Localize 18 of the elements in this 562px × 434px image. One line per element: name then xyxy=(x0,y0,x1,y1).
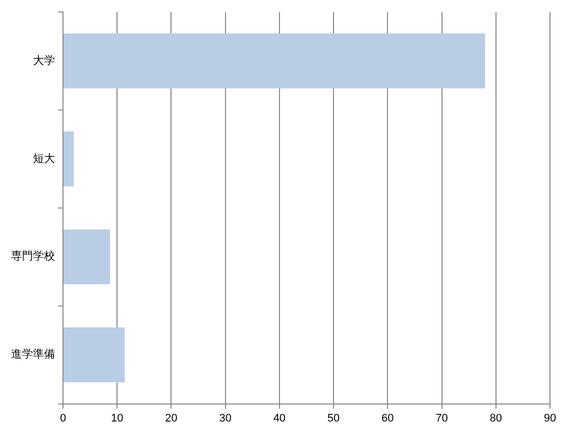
x-tick-label: 20 xyxy=(165,412,178,424)
bar xyxy=(64,229,110,284)
x-tick-label: 10 xyxy=(110,412,124,424)
bar xyxy=(64,327,125,382)
x-tick-label: 60 xyxy=(382,412,394,424)
bar xyxy=(64,132,74,186)
y-tick-label: 短大 xyxy=(33,152,55,165)
y-tick-label: 大学 xyxy=(33,54,55,67)
x-tick-label: 90 xyxy=(544,412,556,424)
x-tick-label: 0 xyxy=(60,412,66,424)
x-tick-label: 40 xyxy=(273,412,286,424)
x-tick-label: 80 xyxy=(490,412,502,424)
y-tick-label: 進学準備 xyxy=(11,348,55,361)
x-tick-label: 50 xyxy=(327,412,340,424)
x-tick-label: 30 xyxy=(219,412,232,424)
x-tick-label: 70 xyxy=(436,412,448,424)
y-tick-label: 専門学校 xyxy=(11,250,55,263)
bar xyxy=(64,34,486,88)
